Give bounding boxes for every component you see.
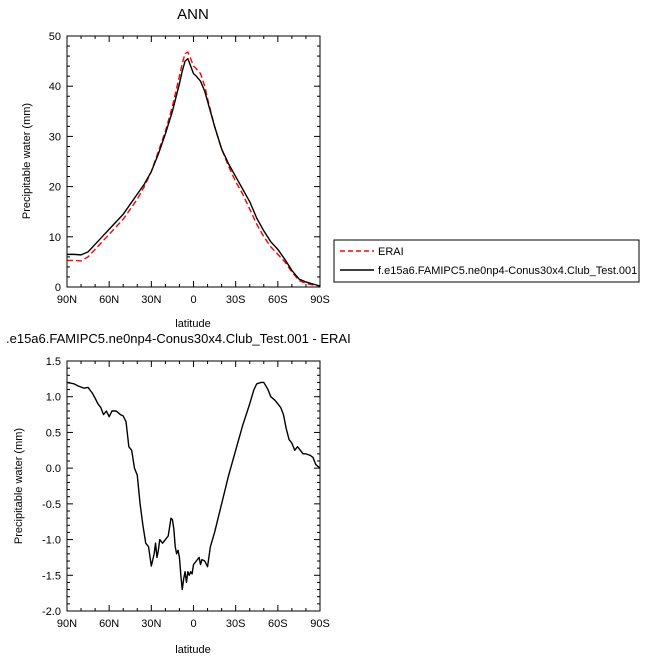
bottom-y-tick-label: -1.0 bbox=[42, 535, 61, 547]
bottom-y-tick-label: 1.5 bbox=[46, 356, 61, 368]
bottom-chart-title: .e15a6.FAMIPC5.ne0np4-Conus30x4.Club_Tes… bbox=[6, 331, 351, 346]
bottom-series-line-0 bbox=[66, 381, 321, 591]
top-x-tick-label: 30N bbox=[141, 294, 161, 306]
bottom-plot-frame bbox=[66, 360, 321, 612]
top-x-tick-label: 0 bbox=[190, 294, 196, 306]
top-y-tick-label: 50 bbox=[49, 31, 61, 43]
top-y-tick-label: 40 bbox=[49, 81, 61, 93]
top-x-tick-label: 60N bbox=[99, 294, 119, 306]
top-x-tick-label: 90S bbox=[310, 294, 330, 306]
bottom-y-tick-label: 0.0 bbox=[46, 463, 61, 475]
bottom-y-tick-label: -0.5 bbox=[42, 499, 61, 511]
bottom-y-axis-label: Precipitable water (mm) bbox=[13, 428, 25, 544]
bottom-y-tick-label: -1.5 bbox=[42, 570, 61, 582]
legend-box bbox=[333, 239, 640, 283]
bottom-x-axis-label: latitude bbox=[175, 644, 210, 656]
bottom-panel: .e15a6.FAMIPC5.ne0np4-Conus30x4.Club_Tes… bbox=[6, 331, 351, 656]
top-x-tick-label: 60S bbox=[268, 294, 288, 306]
bottom-x-tick-label: 90S bbox=[310, 618, 330, 630]
bottom-ticks: 90N 60N 30N 0 30S 60S 90S -2.0 -1.5 -1.0 -0.5 0.0 0.… bbox=[42, 356, 330, 630]
bottom-y-tick-label: 0.5 bbox=[46, 427, 61, 439]
legend: ERAI f.e15a6.FAMIPC5.ne0np4-Conus30x4.Cl… bbox=[333, 239, 640, 283]
bottom-y-tick-label: 1.0 bbox=[46, 392, 61, 404]
top-series-group bbox=[67, 51, 321, 287]
top-series-line-0 bbox=[67, 51, 321, 287]
bottom-x-tick-label: 90N bbox=[57, 618, 77, 630]
top-y-tick-label: 30 bbox=[49, 131, 61, 143]
top-panel: ANN 90N 60N 30N 0 30S 60S 90S 0 10 20 30 40 50 latit… bbox=[21, 6, 330, 330]
bottom-series-group bbox=[66, 381, 321, 591]
legend-label-erai: ERAI bbox=[378, 246, 404, 258]
bottom-y-tick-label: -2.0 bbox=[42, 606, 61, 618]
top-y-axis-label: Precipitable water (mm) bbox=[21, 103, 33, 219]
top-x-axis-label: latitude bbox=[175, 318, 210, 330]
top-x-tick-label: 90N bbox=[57, 294, 77, 306]
legend-label-model: f.e15a6.FAMIPC5.ne0np4-Conus30x4.Club_Te… bbox=[378, 265, 637, 277]
bottom-x-tick-label: 60N bbox=[99, 618, 119, 630]
top-plot-frame bbox=[66, 35, 321, 288]
bottom-x-tick-label: 0 bbox=[190, 618, 196, 630]
top-chart-title: ANN bbox=[177, 6, 209, 23]
top-x-tick-label: 30S bbox=[226, 294, 246, 306]
top-y-tick-label: 0 bbox=[55, 282, 61, 294]
top-y-tick-label: 20 bbox=[49, 182, 61, 194]
bottom-x-tick-label: 60S bbox=[268, 618, 288, 630]
top-y-tick-label: 10 bbox=[49, 232, 61, 244]
bottom-x-tick-label: 30S bbox=[226, 618, 246, 630]
bottom-x-tick-label: 30N bbox=[141, 618, 161, 630]
top-series-line-1 bbox=[67, 57, 321, 287]
